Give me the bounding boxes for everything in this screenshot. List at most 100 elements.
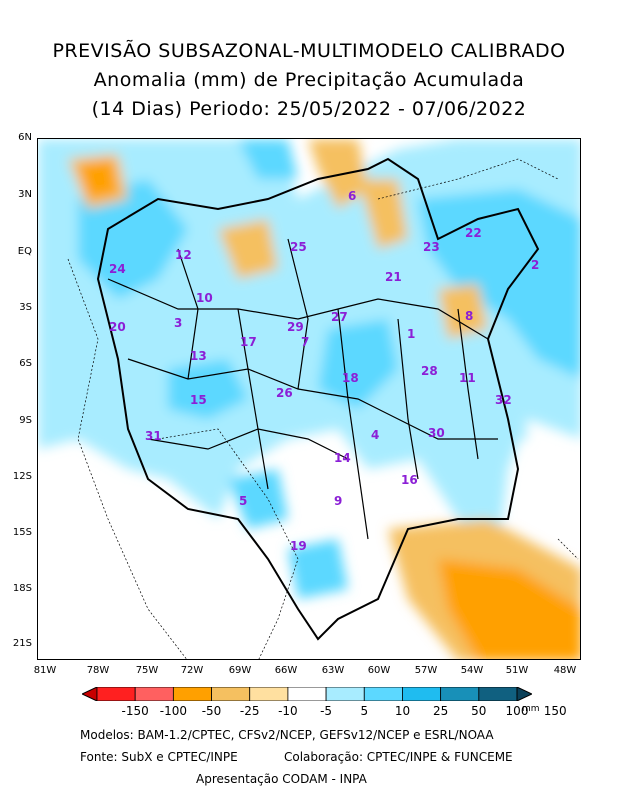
collaboration-credit: Colaboração: CPTEC/INPE & FUNCEME: [284, 750, 513, 764]
region-label: 2: [531, 258, 540, 272]
anomaly-area-positive-strong: [418, 189, 580, 379]
lat-tick: 15S: [12, 527, 32, 538]
anomaly-area-positive-strong: [318, 319, 398, 409]
colorbar-swatch: [134, 687, 174, 701]
colorbar-tick-label: -150: [121, 704, 149, 718]
region-label: 23: [423, 240, 440, 254]
region-label: 18: [342, 371, 359, 385]
lon-tick: 51W: [505, 665, 529, 676]
region-label: 31: [145, 429, 162, 443]
map-canvas: [38, 139, 580, 659]
region-label: 30: [428, 426, 445, 440]
lat-tick: 6S: [19, 358, 32, 369]
colorbar-tick-label: 150: [543, 704, 567, 718]
anomaly-area-positive: [458, 359, 528, 439]
region-label: 29: [287, 320, 304, 334]
colorbar-tick-label: -100: [159, 704, 187, 718]
region-label: 15: [190, 393, 207, 407]
colorbar-swatch: [172, 687, 212, 701]
title-line-2: Anomalia (mm) de Precipitação Acumulada: [93, 69, 525, 91]
colorbar-tick-label: -25: [239, 704, 260, 718]
anomaly-area-positive-strong: [78, 179, 188, 299]
region-label: 12: [175, 248, 192, 262]
precipitation-anomaly-map: [37, 138, 581, 660]
source-credit: Fonte: SubX e CPTEC/INPE: [80, 750, 238, 764]
region-label: 27: [331, 310, 348, 324]
lon-tick: 69W: [228, 665, 252, 676]
lon-tick: 75W: [135, 665, 159, 676]
colorbar-unit: mm: [522, 704, 540, 714]
region-label: 4: [371, 428, 380, 442]
colorbar-tick-label: 25: [432, 704, 449, 718]
lon-tick: 57W: [414, 665, 438, 676]
region-label: 13: [190, 349, 207, 363]
region-label: 17: [240, 335, 257, 349]
region-label: 19: [290, 539, 307, 553]
colorbar-tick-label: 50: [471, 704, 487, 718]
region-label: 3: [174, 316, 183, 330]
colorbar-swatch: [402, 687, 442, 701]
lon-tick: 78W: [86, 665, 110, 676]
lon-tick: 48W: [553, 665, 577, 676]
colorbar-tick-label: 5: [360, 704, 369, 718]
colorbar-right-arrow: [516, 687, 532, 701]
lon-tick: 60W: [367, 665, 391, 676]
lat-tick: 9S: [19, 415, 32, 426]
title-line-3: (14 Dias) Periodo: 25/05/2022 - 07/06/20…: [91, 98, 527, 120]
region-label: 10: [196, 291, 213, 305]
lon-tick: 54W: [460, 665, 484, 676]
lat-tick: 18S: [12, 583, 32, 594]
lat-tick: EQ: [17, 246, 32, 257]
colorbar-tick-label: 100: [505, 704, 529, 718]
anomaly-area-positive-strong: [168, 359, 248, 419]
lon-tick: 63W: [321, 665, 345, 676]
region-label: 1: [407, 327, 416, 341]
anomaly-area-negative-strong: [78, 159, 118, 199]
region-label: 5: [239, 494, 248, 508]
region-label: 6: [348, 189, 357, 203]
region-label: 32: [495, 393, 512, 407]
colorbar-swatch: [211, 687, 251, 701]
anomaly-area-negative: [358, 179, 408, 249]
amazon-basin-boundary: [96, 157, 540, 641]
lon-tick: 81W: [33, 665, 57, 676]
colorbar-tick-label: -10: [278, 704, 298, 718]
colorbar-swatch: [96, 687, 136, 701]
anomaly-area-negative-strong: [438, 559, 580, 659]
colorbar-tick-label: -50: [201, 704, 222, 718]
title-line-1: PREVISÃO SUBSAZONAL-MULTIMODELO CALIBRAD…: [52, 40, 566, 62]
anomaly-area-positive-strong: [238, 139, 298, 179]
anomaly-area-positive-strong: [288, 539, 348, 599]
region-label: 16: [401, 473, 418, 487]
region-label: 9: [334, 494, 343, 508]
region-label: 14: [334, 451, 351, 465]
region-label: 26: [276, 386, 293, 400]
presentation-credit: Apresentação CODAM - INPA: [196, 772, 367, 786]
colorbar-tick-label: 10: [394, 704, 411, 718]
lat-tick: 21S: [12, 638, 32, 649]
colorbar: [82, 687, 532, 701]
lat-tick: 3S: [19, 302, 32, 313]
region-label: 25: [290, 240, 307, 254]
colorbar-swatch: [478, 687, 518, 701]
lat-tick: 6N: [18, 132, 32, 143]
colorbar-tick-label: -5: [320, 704, 333, 718]
colorbar-swatch: [249, 687, 289, 701]
anomaly-area-negative: [218, 219, 278, 279]
anomaly-area-negative: [438, 284, 488, 339]
colorbar-swatch: [363, 687, 403, 701]
models-credit: Modelos: BAM-1.2/CPTEC, CFSv2/NCEP, GEFS…: [80, 728, 494, 742]
region-label: 20: [109, 320, 126, 334]
region-label: 11: [459, 371, 476, 385]
colorbar-swatch: [287, 687, 327, 701]
colorbar-left-arrow: [82, 687, 98, 701]
region-label: 28: [421, 364, 438, 378]
lon-tick: 66W: [274, 665, 298, 676]
region-label: 7: [301, 335, 310, 349]
region-label: 24: [109, 262, 126, 276]
colorbar-swatch: [325, 687, 365, 701]
region-label: 22: [465, 226, 482, 240]
lat-tick: 12S: [12, 471, 32, 482]
region-label: 8: [465, 309, 474, 323]
lat-tick: 3N: [18, 189, 32, 200]
